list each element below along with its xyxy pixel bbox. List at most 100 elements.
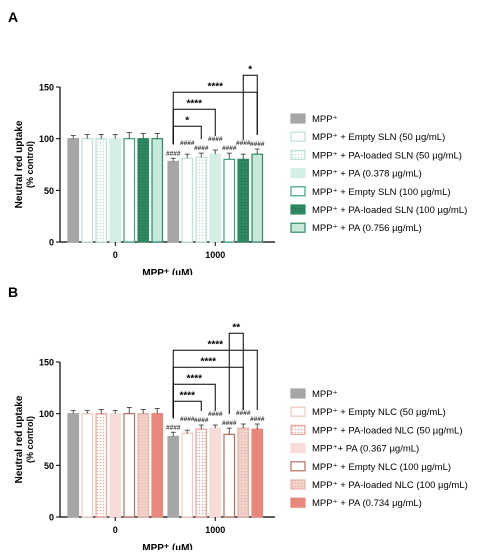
x-tick-label: 1000 [205, 525, 225, 535]
legend-swatch [290, 497, 306, 508]
bar-control-1 [81, 138, 94, 243]
bar-mpp-5 [237, 158, 250, 243]
hash-mark: #### [180, 140, 195, 147]
significance-label: **** [200, 356, 216, 367]
x-axis-label: MPP⁺ (µM) [142, 268, 192, 275]
bar-mpp-0 [167, 160, 180, 243]
bar-control-0 [67, 138, 80, 243]
hash-mark: #### [222, 420, 237, 427]
legend-label: MPP⁺ + PA-loaded SLN (50 µg/mL) [312, 150, 462, 161]
legend-swatch [290, 479, 306, 490]
significance-label: **** [207, 81, 223, 92]
hash-mark: #### [166, 150, 181, 157]
y-tick-label: 0 [49, 238, 54, 248]
y-axis-label-line2: (% control) [25, 141, 35, 188]
panel-label: B [8, 284, 18, 300]
legend-label: MPP⁺ + PA (0.756 µg/mL) [312, 223, 422, 234]
y-tick-label: 100 [39, 409, 54, 419]
bar-mpp-3 [209, 427, 222, 518]
y-tick-label: 150 [39, 358, 54, 368]
legend-swatch [290, 406, 306, 417]
y-axis-label: Neutral red uptake (% control) [14, 120, 35, 208]
bar-control-4 [123, 138, 136, 243]
chart-panel-a: A Neutral red uptake (% control) 0 50 100 150 0… [0, 0, 494, 279]
legend-label: MPP⁺ + PA (0.378 µg/mL) [312, 169, 422, 180]
legend-swatch [290, 131, 306, 142]
bar-control-2 [95, 138, 108, 243]
bar-control-3 [109, 413, 122, 518]
y-axis-label-line1: Neutral red uptake [14, 120, 25, 208]
x-tick-label: 0 [113, 250, 118, 260]
legend-label: MPP⁺+ PA (0.367 µg/mL) [312, 444, 419, 455]
legend-swatch [290, 186, 306, 197]
y-tick-label: 100 [39, 134, 54, 144]
legend-label: MPP⁺ + Empty SLN (100 µg/mL) [312, 187, 451, 198]
legend-label: MPP⁺ + PA-loaded SLN (100 µg/mL) [312, 205, 467, 216]
legend-swatch [290, 222, 306, 233]
hash-mark: #### [250, 416, 265, 423]
bar-control-3 [109, 138, 122, 243]
y-tick-label: 0 [49, 513, 54, 523]
y-tick-label: 50 [44, 461, 54, 471]
bar-mpp-4 [223, 433, 236, 518]
bar-mpp-6 [251, 153, 264, 243]
significance-label: * [185, 115, 189, 126]
bar-mpp-0 [167, 435, 180, 518]
panel-label: A [8, 9, 18, 25]
hash-mark: #### [236, 140, 251, 147]
y-axis-label-line1: Neutral red uptake [14, 395, 25, 483]
legend-label: MPP⁺ + PA-loaded NLC (100 µg/mL) [312, 480, 468, 491]
legend-label: MPP⁺ + PA-loaded NLC (50 µg/mL) [312, 425, 463, 436]
hash-mark: #### [250, 141, 265, 148]
bar-mpp-6 [251, 428, 264, 518]
hash-mark: #### [166, 424, 181, 431]
bar-control-6 [151, 138, 164, 243]
bar-control-5 [137, 138, 150, 243]
chart-b-svg: B Neutral red uptake (% control) 0 50 100 150 0… [8, 284, 468, 554]
legend-swatch [290, 204, 306, 215]
legend-label: MPP⁺ + Empty NLC (100 µg/mL) [312, 462, 451, 473]
y-tick-label: 150 [39, 83, 54, 93]
x-tick-label: 1000 [205, 250, 225, 260]
bar-control-4 [123, 413, 136, 518]
chart-panel-b: B Neutral red uptake (% control) 0 50 100 150 0… [0, 275, 494, 554]
significance-label: **** [186, 373, 202, 384]
hash-mark: #### [180, 416, 195, 423]
y-axis-label: Neutral red uptake (% control) [14, 395, 35, 483]
hash-mark: #### [208, 136, 223, 143]
legend-swatch [290, 388, 306, 399]
significance-label: * [248, 64, 252, 75]
bar-mpp-3 [209, 153, 222, 243]
legend-label: MPP⁺ [312, 114, 338, 125]
x-tick-label: 0 [113, 525, 118, 535]
chart-a-svg: A Neutral red uptake (% control) 0 50 100 150 0… [8, 9, 467, 279]
bar-control-0 [67, 413, 80, 518]
legend-swatch [290, 443, 306, 454]
legend-label: MPP⁺ + PA (0.734 µg/mL) [312, 498, 422, 509]
legend-label: MPP⁺ + Empty NLC (50 µg/mL) [312, 407, 446, 418]
bar-mpp-5 [237, 427, 250, 518]
significance-bracket [172, 349, 258, 419]
bar-mpp-2 [195, 156, 208, 243]
legend-swatch [290, 424, 306, 435]
significance-label: ** [232, 322, 240, 333]
legend-label: MPP⁺ + Empty SLN (50 µg/mL) [312, 132, 445, 143]
y-axis-label-line2: (% control) [25, 416, 35, 463]
significance-label: **** [179, 390, 195, 401]
bar-control-1 [81, 413, 94, 518]
significance-label: **** [186, 98, 202, 109]
significance-label: **** [207, 339, 223, 350]
bar-control-6 [151, 413, 164, 518]
legend-label: MPP⁺ [312, 389, 338, 400]
y-tick-label: 50 [44, 186, 54, 196]
hash-mark: #### [236, 410, 251, 417]
significance-bracket [228, 332, 244, 415]
legend-swatch [290, 113, 306, 124]
hash-mark: #### [194, 145, 209, 152]
bar-mpp-1 [181, 157, 194, 243]
hash-mark: #### [222, 145, 237, 152]
hash-mark: #### [208, 411, 223, 418]
legend-swatch [290, 168, 306, 179]
bar-control-5 [137, 413, 150, 518]
bar-mpp-1 [181, 432, 194, 518]
